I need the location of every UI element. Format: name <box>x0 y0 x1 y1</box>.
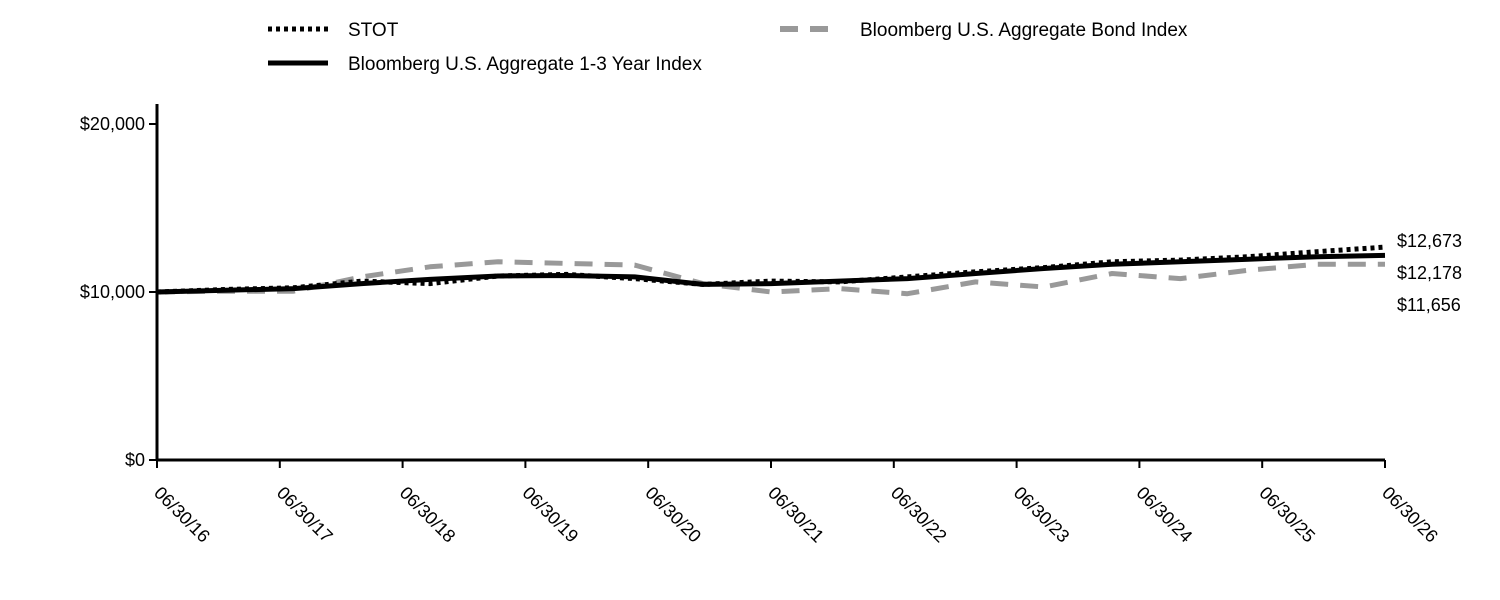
x-tick-label: 06/30/16 <box>150 483 214 547</box>
end-value-label: $11,656 <box>1397 295 1461 315</box>
x-tick-label: 06/30/17 <box>273 483 337 547</box>
y-tick-label: $10,000 <box>80 282 145 302</box>
y-tick-label: $20,000 <box>80 114 145 134</box>
x-tick-label: 06/30/19 <box>519 483 583 547</box>
series-line-stot <box>156 244 1386 295</box>
series-line-bloomberg-u-s-aggregate-bond-index <box>156 259 1386 297</box>
end-value-label: $12,673 <box>1397 231 1462 251</box>
x-tick-label: 06/30/22 <box>887 483 951 547</box>
end-value-label: $12,178 <box>1397 263 1462 283</box>
x-tick-label: 06/30/18 <box>396 483 460 547</box>
x-tick-label: 06/30/26 <box>1378 483 1442 547</box>
y-tick-label: $0 <box>125 450 145 470</box>
legend: STOT Bloomberg U.S. Aggregate Bond Index… <box>268 20 1188 75</box>
x-tick-label: 06/30/20 <box>641 483 705 547</box>
x-tick-label: 06/30/23 <box>1010 483 1074 547</box>
legend-label-stot: STOT <box>348 20 399 41</box>
legend-label-agg-bond: Bloomberg U.S. Aggregate Bond Index <box>860 20 1188 41</box>
x-tick-label: 06/30/21 <box>764 483 828 547</box>
plot-area: $0 $10,000 $20,000 06/30/16 06/30/17 06/30/18… <box>80 104 1462 546</box>
x-tick-label: 06/30/24 <box>1133 483 1197 547</box>
x-tick-label: 06/30/25 <box>1255 483 1319 547</box>
legend-label-agg-1-3: Bloomberg U.S. Aggregate 1-3 Year Index <box>348 54 702 75</box>
